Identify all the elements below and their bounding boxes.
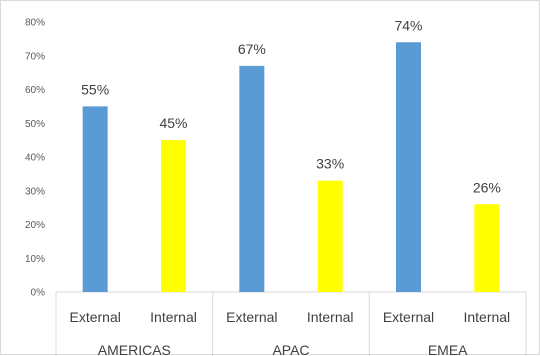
bar-americas-external	[82, 106, 108, 292]
data-label: 33%	[316, 156, 344, 172]
data-label: 26%	[473, 179, 501, 195]
category-label: Internal	[307, 309, 354, 325]
category-label: External	[226, 309, 277, 325]
bar-emea-external	[396, 42, 421, 292]
y-tick-label: 70%	[25, 51, 45, 62]
y-tick-label: 80%	[25, 18, 45, 29]
bar-apac-internal	[317, 180, 343, 292]
bar-apac-external	[239, 65, 265, 292]
group-label: EMEA	[428, 342, 468, 356]
y-tick-label: 60%	[25, 85, 45, 96]
category-label: External	[383, 309, 434, 325]
data-label: 67%	[238, 41, 266, 57]
category-label: Internal	[463, 309, 510, 325]
group-label: APAC	[272, 342, 309, 356]
y-tick-label: 30%	[25, 186, 45, 197]
data-label: 55%	[81, 81, 109, 97]
y-tick-label: 40%	[25, 153, 45, 164]
group-label: AMERICAS	[98, 342, 171, 356]
y-tick-label: 0%	[31, 288, 46, 299]
bar-americas-internal	[161, 140, 186, 292]
data-label: 74%	[394, 17, 422, 33]
category-label: Internal	[150, 309, 197, 325]
y-tick-label: 10%	[25, 254, 45, 265]
category-label: External	[69, 309, 120, 325]
bar-emea-internal	[474, 204, 500, 292]
y-tick-label: 50%	[25, 119, 45, 130]
y-tick-label: 20%	[25, 220, 45, 231]
data-label: 45%	[159, 115, 187, 131]
